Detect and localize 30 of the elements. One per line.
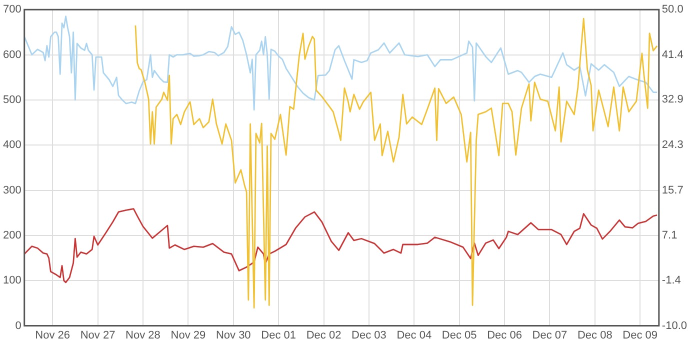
y-tick-label: 400 <box>2 139 22 152</box>
x-tick-label: Dec 01 <box>261 329 296 342</box>
x-tick-label: Nov 28 <box>126 329 160 342</box>
x-tick-label: Dec 04 <box>396 329 432 342</box>
x-tick-label: Nov 26 <box>35 329 70 342</box>
y-tick-label: 600 <box>2 48 22 61</box>
y-tick-label: 200 <box>2 229 22 242</box>
y-tick-label: 700 <box>2 4 22 16</box>
y-tick-label: 300 <box>2 184 22 196</box>
y2-tick-label: 24.3 <box>662 139 684 152</box>
x-tick-label: Dec 07 <box>532 329 568 342</box>
y-tick-label: 500 <box>2 94 22 106</box>
x-tick-label: Dec 06 <box>487 329 522 342</box>
y-tick-label: 100 <box>2 274 22 287</box>
x-tick-label: Dec 03 <box>352 329 386 342</box>
x-tick-label: Dec 09 <box>622 329 658 342</box>
x-tick-label: Dec 02 <box>306 329 342 342</box>
y2-tick-label: 41.4 <box>662 48 684 61</box>
y2-tick-label: 15.7 <box>662 184 684 196</box>
y2-tick-label: 7.1 <box>662 230 678 242</box>
y2-tick-label: -10.0 <box>662 320 688 332</box>
y2-tick-label: 32.9 <box>662 94 684 106</box>
y2-tick-label: 50.0 <box>662 4 684 16</box>
x-tick-label: Nov 27 <box>80 329 116 342</box>
x-tick-label: Dec 05 <box>442 329 477 342</box>
y2-tick-label: -1.4 <box>662 274 681 287</box>
x-tick-label: Nov 29 <box>170 329 206 342</box>
y-tick-label: 0 <box>15 320 22 332</box>
x-tick-label: Nov 30 <box>216 329 251 342</box>
x-tick-label: Dec 08 <box>577 329 612 342</box>
